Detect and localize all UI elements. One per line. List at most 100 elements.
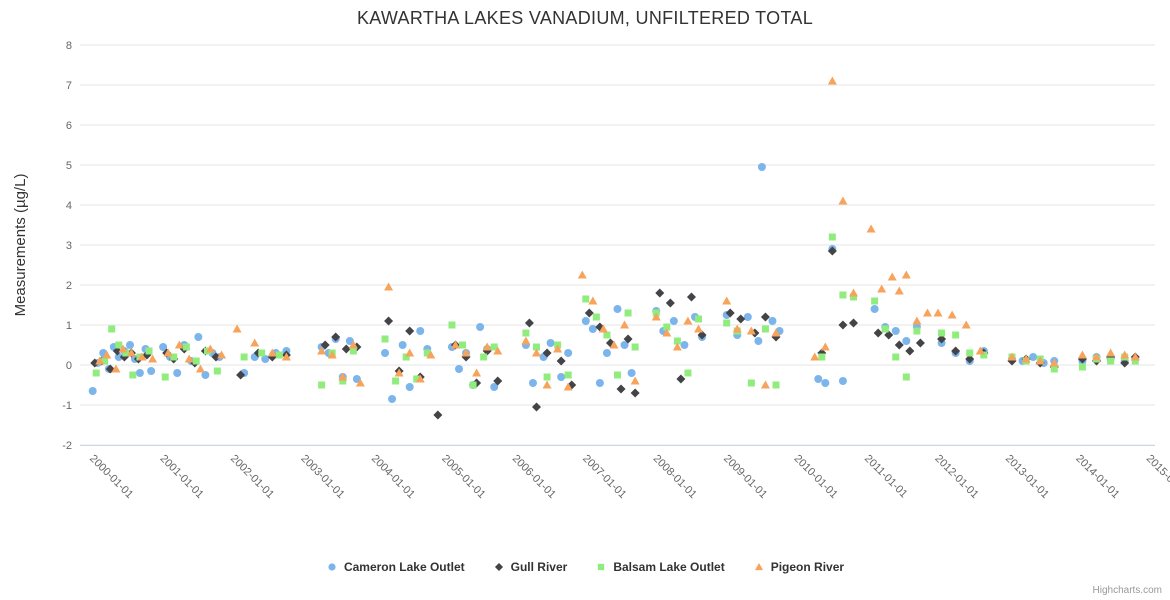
data-point[interactable] [595, 379, 604, 387]
data-point[interactable] [1077, 350, 1087, 359]
data-point[interactable] [581, 317, 590, 325]
data-point[interactable] [355, 378, 365, 387]
data-point[interactable] [1107, 357, 1115, 365]
data-point[interactable] [426, 350, 436, 359]
data-point[interactable] [680, 341, 689, 349]
data-point[interactable] [213, 367, 221, 375]
data-point[interactable] [577, 270, 587, 279]
data-point[interactable] [170, 353, 178, 361]
data-point[interactable] [416, 327, 425, 335]
data-point[interactable] [232, 324, 242, 333]
data-point[interactable] [490, 383, 499, 391]
data-point[interactable] [915, 338, 925, 348]
data-point[interactable] [683, 316, 693, 325]
data-point[interactable] [405, 383, 414, 391]
data-point[interactable] [348, 340, 358, 349]
data-point[interactable] [746, 326, 756, 335]
data-point[interactable] [952, 331, 960, 339]
data-point[interactable] [620, 341, 629, 349]
data-point[interactable] [866, 224, 876, 233]
data-point[interactable] [821, 379, 830, 387]
data-point[interactable] [546, 339, 555, 347]
data-point[interactable] [772, 381, 780, 389]
data-point[interactable] [394, 368, 404, 377]
data-point[interactable] [95, 356, 105, 365]
data-point[interactable] [881, 325, 889, 333]
data-point[interactable] [961, 320, 971, 329]
data-point[interactable] [349, 347, 357, 355]
data-point[interactable] [217, 350, 227, 359]
data-point[interactable] [352, 375, 361, 383]
data-point[interactable] [194, 333, 203, 341]
data-point[interactable] [173, 369, 182, 377]
data-point[interactable] [887, 272, 897, 281]
data-point[interactable] [145, 347, 153, 355]
data-point[interactable] [317, 346, 327, 355]
data-point[interactable] [676, 374, 686, 384]
data-point[interactable] [339, 377, 347, 385]
data-point[interactable] [848, 288, 858, 297]
data-point[interactable] [553, 344, 563, 353]
data-point[interactable] [448, 321, 456, 329]
data-point[interactable] [433, 410, 443, 420]
data-point[interactable] [331, 332, 341, 342]
data-point[interactable] [598, 324, 608, 333]
data-point[interactable] [563, 382, 573, 391]
data-point[interactable] [531, 402, 541, 412]
data-point[interactable] [894, 340, 904, 350]
data-point[interactable] [532, 343, 540, 351]
data-point[interactable] [665, 298, 675, 308]
data-point[interactable] [126, 348, 136, 357]
data-point[interactable] [388, 395, 397, 403]
data-point[interactable] [192, 357, 200, 365]
data-point[interactable] [148, 354, 158, 363]
data-point[interactable] [114, 353, 123, 361]
data-point[interactable] [112, 346, 122, 356]
data-point[interactable] [630, 388, 640, 398]
data-point[interactable] [240, 353, 248, 361]
data-point[interactable] [723, 319, 731, 327]
data-point[interactable] [902, 373, 910, 381]
data-point[interactable] [736, 314, 746, 324]
data-point[interactable] [122, 349, 130, 357]
data-point[interactable] [828, 233, 836, 241]
data-point[interactable] [413, 375, 421, 383]
data-point[interactable] [838, 377, 847, 385]
data-point[interactable] [531, 348, 541, 357]
data-point[interactable] [891, 327, 900, 335]
data-point[interactable] [118, 344, 128, 353]
data-point[interactable] [236, 370, 246, 380]
data-point[interactable] [1078, 363, 1086, 371]
data-point[interactable] [849, 293, 857, 301]
data-point[interactable] [663, 323, 671, 331]
data-point[interactable] [1021, 354, 1031, 363]
data-point[interactable] [743, 313, 752, 321]
data-point[interactable] [135, 369, 144, 377]
data-point[interactable] [627, 369, 636, 377]
data-point[interactable] [405, 348, 415, 357]
data-point[interactable] [588, 325, 597, 333]
data-point[interactable] [933, 308, 943, 317]
data-point[interactable] [975, 346, 985, 355]
data-point[interactable] [662, 328, 672, 337]
data-point[interactable] [616, 384, 626, 394]
data-point[interactable] [341, 344, 351, 354]
data-point[interactable] [747, 379, 755, 387]
data-point[interactable] [490, 343, 498, 351]
data-point[interactable] [115, 341, 123, 349]
data-point[interactable] [725, 308, 735, 318]
data-point[interactable] [557, 373, 566, 381]
data-point[interactable] [827, 76, 837, 85]
data-point[interactable] [602, 349, 611, 357]
data-point[interactable] [542, 348, 552, 358]
data-point[interactable] [839, 291, 847, 299]
data-point[interactable] [542, 380, 552, 389]
data-point[interactable] [732, 324, 742, 333]
data-point[interactable] [405, 326, 415, 336]
legend-item-cameron-lake-outlet[interactable]: Cameron Lake Outlet [326, 560, 465, 574]
data-point[interactable] [174, 340, 184, 349]
data-point[interactable] [459, 341, 467, 349]
data-point[interactable] [810, 352, 820, 361]
data-point[interactable] [92, 369, 100, 377]
data-point[interactable] [564, 349, 573, 357]
